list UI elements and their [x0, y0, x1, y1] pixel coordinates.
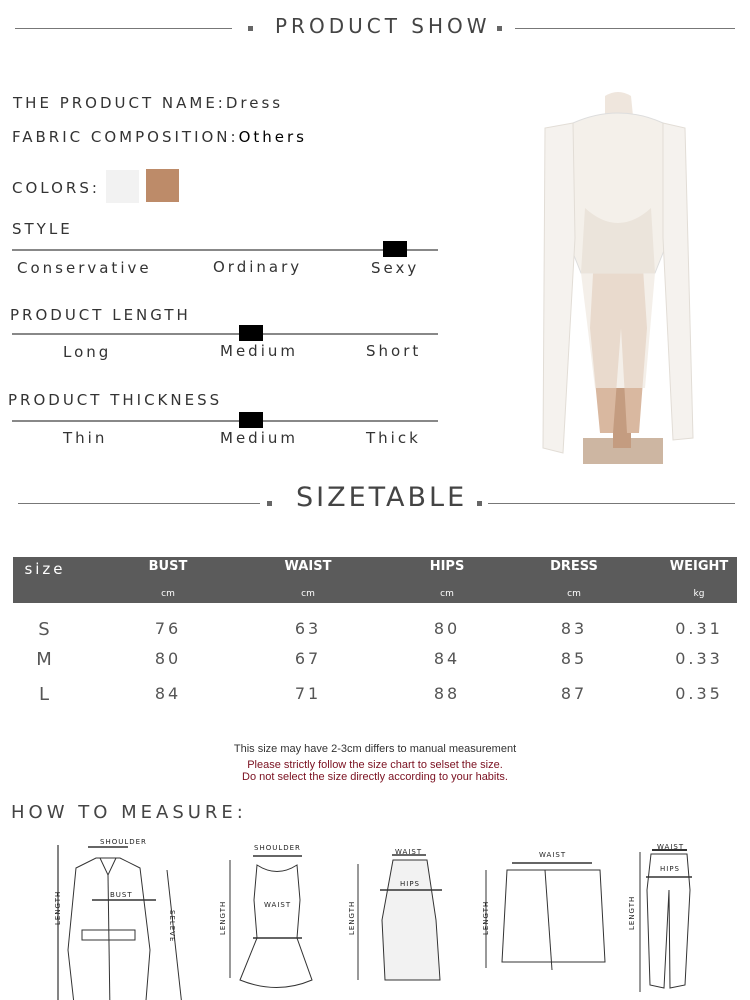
- unit: cm: [161, 589, 175, 599]
- size-table-header: size BUST cm WAIST cm HIPS cm DRESS cm W…: [13, 557, 737, 603]
- scale-option: Thick: [366, 429, 421, 447]
- divider-dot: [477, 501, 482, 506]
- label-length: LENGTH: [628, 895, 636, 930]
- table-cell: 0.33: [675, 649, 723, 668]
- label-length: LENGTH: [54, 890, 62, 925]
- scale-option: Sexy: [371, 259, 420, 277]
- divider-dot: [497, 26, 502, 31]
- col-hips: HIPS: [429, 559, 465, 574]
- label-length: LENGTH: [482, 900, 490, 935]
- size-cell: M: [36, 649, 52, 670]
- table-cell: 0.31: [675, 619, 723, 638]
- fabric-value: Others: [238, 128, 307, 146]
- col-waist: WAIST: [284, 559, 332, 574]
- table-cell: 71: [294, 684, 322, 703]
- table-cell: 80: [433, 619, 461, 638]
- color-swatch-tan[interactable]: [146, 169, 179, 202]
- label-waist: WAIST: [264, 901, 292, 909]
- scale-option: Long: [63, 343, 112, 361]
- skirt-diagram: [357, 854, 442, 981]
- col-weight: WEIGHT: [669, 559, 729, 574]
- col-size: size: [24, 560, 66, 578]
- product-photo: [542, 92, 694, 464]
- scale-title-length: PRODUCT LENGTH: [10, 306, 191, 324]
- label-waist: WAIST: [539, 851, 567, 859]
- style-marker: [383, 241, 408, 257]
- label-hips: HIPS: [660, 865, 680, 873]
- section-title: PRODUCT SHOW: [275, 14, 491, 38]
- divider-dot: [248, 26, 253, 31]
- table-cell: 84: [433, 649, 461, 668]
- how-to-measure-title: HOW TO MEASURE:: [11, 802, 247, 823]
- unit: cm: [440, 589, 454, 599]
- unit: cm: [301, 589, 315, 599]
- product-name: THE PRODUCT NAME:Dress: [13, 94, 283, 112]
- divider: [515, 28, 735, 29]
- label-bust: BUST: [110, 891, 133, 899]
- table-cell: 63: [294, 619, 322, 638]
- scale-option: Medium: [220, 429, 298, 447]
- label-length: LENGTH: [348, 900, 356, 935]
- table-cell: 67: [294, 649, 322, 668]
- table-cell: 83: [560, 619, 588, 638]
- divider: [15, 28, 232, 29]
- note-measurement: This size may have 2-3cm differs to manu…: [233, 743, 517, 755]
- table-cell: 0.35: [675, 684, 723, 703]
- size-cell: S: [38, 619, 50, 640]
- thickness-scale: [12, 412, 438, 428]
- note-warning: Do not select the size directly accordin…: [242, 771, 508, 783]
- colors-label: COLORS:: [12, 179, 100, 197]
- measure-diagrams: [57, 845, 692, 1000]
- sizetable-title: SIZETABLE: [296, 482, 468, 513]
- unit: kg: [693, 589, 705, 599]
- style-scale: [12, 241, 438, 257]
- size-cell: L: [38, 684, 50, 705]
- scale-option: Ordinary: [213, 258, 303, 276]
- table-cell: 88: [433, 684, 461, 703]
- scale-title-style: STYLE: [12, 220, 73, 238]
- table-cell: 84: [154, 684, 182, 703]
- length-scale: [12, 325, 438, 341]
- label-shoulder: SHOULDER: [100, 838, 147, 846]
- divider-dot: [267, 501, 272, 506]
- table-cell: 76: [154, 619, 182, 638]
- label-sleeve: SELEVE: [168, 910, 176, 943]
- name-label: THE PRODUCT NAME:: [13, 94, 226, 112]
- divider: [488, 503, 735, 504]
- label-waist: WAIST: [395, 848, 423, 856]
- length-marker: [238, 325, 263, 341]
- scale-option: Medium: [220, 342, 298, 360]
- dress-diagram: [229, 855, 313, 988]
- scale-option: Conservative: [17, 259, 152, 277]
- label-hips: HIPS: [400, 880, 420, 888]
- label-length: LENGTH: [219, 900, 227, 935]
- shirt-diagram: [57, 845, 182, 1000]
- scale-title-thickness: PRODUCT THICKNESS: [8, 391, 223, 409]
- unit: cm: [567, 589, 581, 599]
- fabric-composition: FABRIC COMPOSITION:Others: [12, 128, 307, 146]
- fabric-label: FABRIC COMPOSITION:: [12, 128, 239, 146]
- col-bust: BUST: [148, 559, 188, 574]
- thickness-marker: [238, 412, 263, 428]
- shorts-diagram: [485, 862, 606, 971]
- divider: [18, 503, 260, 504]
- table-cell: 80: [154, 649, 182, 668]
- color-swatch-white[interactable]: [106, 170, 139, 203]
- pants-diagram: [639, 849, 692, 992]
- col-dress: DRESS: [550, 559, 598, 574]
- table-cell: 87: [560, 684, 588, 703]
- label-shoulder: SHOULDER: [254, 844, 301, 852]
- label-waist: WAIST: [657, 843, 685, 851]
- note-warning: Please strictly follow the size chart to…: [247, 759, 503, 771]
- table-cell: 85: [560, 649, 588, 668]
- scale-option: Short: [366, 342, 422, 360]
- scale-option: Thin: [63, 429, 108, 447]
- name-value: Dress: [225, 94, 284, 112]
